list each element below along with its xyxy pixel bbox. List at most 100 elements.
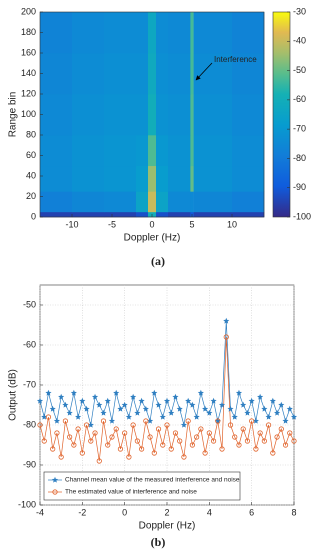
circle-marker (198, 426, 204, 432)
y-axis-label: Range bin (8, 92, 19, 138)
y-tick-label: -50 (23, 299, 36, 309)
star-marker (104, 397, 111, 404)
x-tick-label: 2 (164, 507, 169, 517)
star-marker (248, 397, 255, 404)
y-tick-label: -90 (23, 459, 36, 469)
star-marker (180, 421, 187, 428)
x-tick-label: 5 (189, 219, 194, 229)
circle-marker (130, 422, 136, 428)
colorbar-tick-label: -60 (293, 94, 306, 104)
y-tick-label: 120 (21, 88, 36, 98)
heatmap-cell (136, 165, 149, 192)
heatmap-cell (104, 135, 137, 167)
heatmap-cell (40, 94, 73, 136)
star-marker (172, 393, 179, 400)
y-tick-label: -70 (23, 379, 36, 389)
circle-marker (105, 442, 111, 448)
star-marker (163, 397, 171, 404)
heatmap-cell (190, 191, 194, 213)
circle-marker (155, 426, 162, 432)
y-tick-label: 20 (26, 191, 36, 201)
heatmap-cell (168, 211, 191, 218)
colorbar-tick-label: -40 (293, 36, 306, 46)
star-marker (138, 397, 145, 404)
legend-label: The estimated value of interference and … (65, 489, 197, 496)
heatmap-cell (72, 191, 105, 213)
circle-marker (75, 426, 81, 432)
star-marker (189, 401, 196, 408)
star-marker (197, 389, 204, 396)
circle-marker (143, 418, 149, 424)
heatmap-cell (104, 12, 137, 54)
circle-marker (37, 422, 43, 428)
heatmap-cell (190, 165, 194, 192)
circle-marker (139, 446, 145, 452)
star-marker (117, 405, 124, 412)
star-marker (282, 417, 289, 424)
y-axis-label: Output (dB) (8, 369, 19, 421)
star-marker (193, 413, 200, 420)
star-marker (227, 405, 234, 412)
circle-marker (96, 458, 102, 464)
circle-marker (194, 434, 200, 440)
y-tick-label: 60 (26, 150, 36, 160)
circle-marker (287, 430, 293, 436)
circle-marker (92, 430, 98, 436)
star-marker (231, 413, 238, 420)
circle-marker (177, 438, 183, 444)
annotation: Interference (214, 55, 257, 64)
legend (43, 471, 241, 501)
star-marker (235, 389, 243, 396)
colorbar-tick-label: -90 (293, 182, 306, 192)
y-tick-label: 0 (31, 211, 36, 221)
y-tick-label: 200 (21, 6, 36, 16)
heatmap-cell (156, 211, 169, 218)
x-tick-label: 6 (249, 507, 254, 517)
colorbar-tick-label: -80 (293, 153, 306, 163)
heatmap-cell (72, 135, 105, 167)
circle-marker (278, 426, 284, 432)
heatmap-cell (72, 53, 105, 95)
heatmap-cell (148, 135, 157, 167)
circle-marker (58, 454, 64, 460)
circle-marker (45, 414, 52, 420)
heatmap-cell (72, 12, 105, 54)
star-marker (147, 417, 154, 424)
star-marker (202, 405, 209, 412)
heatmap-cell (40, 211, 73, 218)
heatmap-cell (232, 94, 265, 136)
circle-marker (202, 450, 208, 456)
caption: (a) (151, 254, 165, 268)
star-marker (244, 409, 251, 416)
heatmap-cell (136, 211, 149, 218)
y-tick-label: 160 (21, 47, 36, 57)
star-marker (210, 397, 217, 404)
heatmap-cell (190, 135, 194, 167)
star-marker (159, 413, 166, 420)
circle-marker (134, 438, 140, 444)
heatmap-cell (193, 135, 233, 167)
heatmap-cell (156, 53, 169, 95)
star-marker (278, 401, 285, 408)
star-marker (108, 417, 116, 424)
star-marker (53, 417, 60, 424)
circle-marker (189, 442, 195, 448)
circle-marker (88, 438, 94, 444)
star-marker (75, 413, 82, 420)
colorbar-tick-label: -30 (293, 6, 306, 16)
x-axis-label: Doppler (Hz) (139, 521, 196, 532)
colorbar (272, 11, 291, 218)
heatmap-cell (40, 191, 73, 213)
star-marker (70, 389, 77, 396)
x-tick-label: -4 (36, 507, 44, 517)
circle-marker (249, 418, 255, 424)
heatmap-cell (168, 191, 191, 213)
heatmap-cell (72, 165, 105, 192)
circle-marker (253, 446, 259, 452)
heatmap-cell (156, 191, 169, 213)
star-marker (36, 397, 44, 404)
circle-marker (282, 442, 289, 448)
circle-marker (62, 418, 69, 424)
circle-marker (210, 438, 217, 444)
heatmap-cell (136, 94, 149, 136)
